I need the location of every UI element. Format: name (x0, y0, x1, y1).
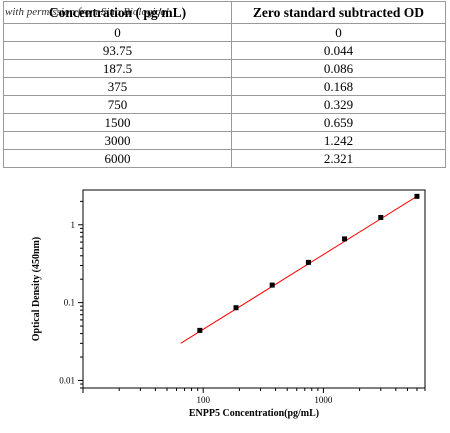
table-row: 750 0.329 (3, 95, 446, 114)
cell-od: 0.329 (231, 95, 446, 114)
table-row: 1500 0.659 (3, 113, 446, 132)
cell-od: 0 (231, 23, 446, 42)
cell-od: 0.659 (231, 113, 446, 132)
table-row: 93.75 0.044 (3, 41, 446, 60)
y-tick-label: 0.01 (59, 375, 75, 385)
data-point (414, 193, 420, 199)
cell-od: 0.168 (231, 77, 446, 96)
cell-concentration: 6000 (3, 149, 232, 168)
x-tick-label: 1000 (314, 395, 333, 405)
data-point (233, 305, 239, 311)
cell-od: 0.044 (231, 41, 446, 60)
cell-od: 2.321 (231, 149, 446, 168)
cell-concentration: 1500 (3, 113, 232, 132)
y-axis-title: Optical Density (450nm) (31, 237, 42, 341)
data-point (342, 236, 348, 242)
fit-line (180, 195, 418, 344)
cell-concentration: 750 (3, 95, 232, 114)
standard-curve-table: Concentration ( pg/mL) Zero standard sub… (3, 1, 446, 168)
cell-concentration: 187.5 (3, 59, 232, 78)
x-axis-title: ENPP5 Concentration(pg/mL) (189, 408, 319, 419)
data-point (305, 259, 311, 265)
cell-concentration: 3000 (3, 131, 232, 150)
data-point (378, 214, 384, 220)
header-concentration: Concentration ( pg/mL) (3, 1, 232, 24)
cell-od: 0.086 (231, 59, 446, 78)
table-row: 3000 1.242 (3, 131, 446, 150)
cell-concentration: 375 (3, 77, 232, 96)
x-tick-label: 100 (196, 395, 210, 405)
header-od: Zero standard subtracted OD (231, 1, 446, 24)
table-row: 187.5 0.086 (3, 59, 446, 78)
data-point (269, 282, 275, 288)
cell-od: 1.242 (231, 131, 446, 150)
table-header-row: Concentration ( pg/mL) Zero standard sub… (3, 1, 446, 24)
cell-concentration: 0 (3, 23, 232, 42)
data-points (197, 193, 420, 333)
plot-frame (82, 189, 426, 389)
y-tick-label: 1 (71, 220, 76, 230)
data-point (197, 327, 203, 333)
fit-line-layer (180, 195, 418, 344)
cell-concentration: 93.75 (3, 41, 232, 60)
standard-curve-chart: 100 1000 0.01 0.1 1 ENPP5 Concentration(pg/m… (31, 189, 426, 419)
table-row: 6000 2.321 (3, 149, 446, 168)
table-row: 375 0.168 (3, 77, 446, 96)
axis-ticks: 100 1000 0.01 0.1 1 (59, 200, 426, 405)
y-tick-label: 0.1 (64, 298, 75, 308)
